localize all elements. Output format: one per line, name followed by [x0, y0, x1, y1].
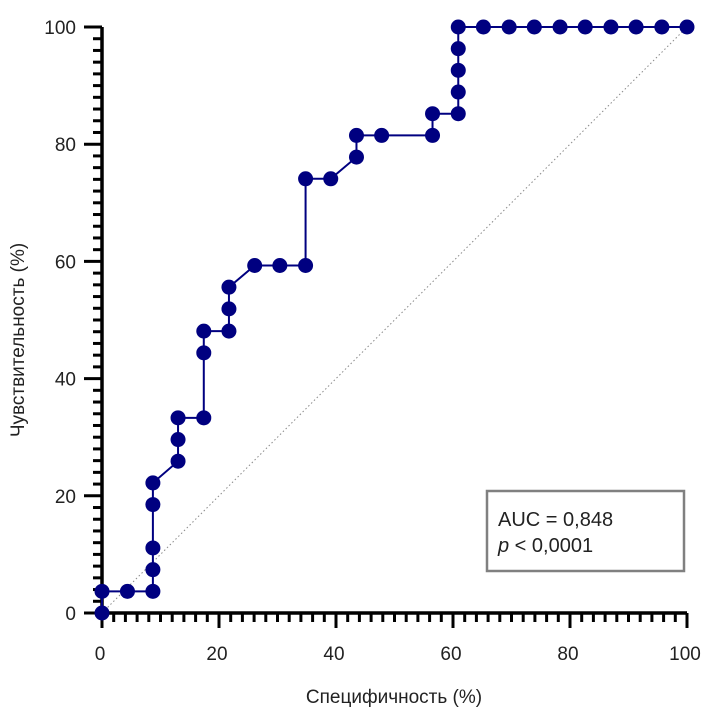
roc-data-point: [196, 323, 212, 339]
roc-data-point: [348, 149, 364, 165]
p-value-text: p < 0,0001: [497, 535, 593, 557]
roc-data-point: [526, 19, 542, 35]
roc-data-point: [170, 432, 186, 448]
y-tick-label: 0: [65, 604, 76, 625]
roc-data-point: [221, 301, 237, 317]
x-tick-label: 60: [440, 644, 461, 665]
roc-data-point: [450, 84, 466, 100]
roc-data-point: [348, 127, 364, 143]
roc-data-point: [603, 19, 619, 35]
y-axis-title: Чувствительность (%): [8, 243, 29, 437]
x-tick-label: 80: [557, 644, 578, 665]
roc-data-point: [94, 605, 110, 621]
roc-data-point: [221, 323, 237, 339]
roc-data-point: [425, 106, 441, 122]
roc-data-point: [298, 258, 314, 274]
auc-value-text: AUC = 0,848: [498, 509, 613, 531]
roc-data-point: [145, 497, 161, 513]
roc-data-point: [196, 410, 212, 426]
x-tick-label: 100: [669, 644, 701, 665]
roc-data-point: [450, 19, 466, 35]
roc-data-point: [374, 127, 390, 143]
roc-data-point: [170, 453, 186, 469]
roc-data-point: [272, 258, 288, 274]
roc-data-point: [145, 583, 161, 599]
roc-points: [94, 19, 695, 621]
roc-data-point: [323, 171, 339, 187]
roc-data-point: [475, 19, 491, 35]
x-tick-labels: 0 20 40 60 80 100: [95, 644, 701, 665]
roc-data-point: [145, 540, 161, 556]
x-tick-label: 20: [206, 644, 227, 665]
y-tick-label: 80: [55, 135, 76, 156]
roc-data-point: [145, 475, 161, 491]
x-axis-title: Специфичность (%): [306, 687, 482, 708]
y-tick-label: 20: [55, 487, 76, 508]
roc-data-point: [654, 19, 670, 35]
roc-data-point: [425, 127, 441, 143]
roc-data-point: [501, 19, 517, 35]
roc-data-point: [298, 171, 314, 187]
y-tick-label: 40: [55, 370, 76, 391]
p-value: < 0,0001: [509, 535, 593, 557]
roc-data-point: [679, 19, 695, 35]
y-tick-label: 100: [44, 18, 76, 39]
roc-data-point: [450, 106, 466, 122]
roc-data-point: [170, 410, 186, 426]
roc-data-point: [196, 345, 212, 361]
p-symbol: p: [497, 535, 509, 557]
roc-data-point: [119, 583, 135, 599]
roc-data-point: [628, 19, 644, 35]
x-tick-label: 0: [95, 644, 106, 665]
major-ticks: [84, 25, 689, 628]
roc-data-point: [450, 41, 466, 57]
y-tick-labels: 0 20 40 60 80 100: [44, 18, 76, 625]
roc-data-point: [145, 562, 161, 578]
roc-data-point: [221, 279, 237, 295]
roc-data-point: [247, 258, 263, 274]
x-tick-label: 40: [323, 644, 344, 665]
y-tick-label: 60: [55, 252, 76, 273]
roc-data-point: [552, 19, 568, 35]
annotation-border: [485, 489, 686, 573]
auc-annotation-box: AUC = 0,848 p < 0,0001: [485, 489, 686, 573]
roc-data-point: [94, 583, 110, 599]
roc-data-point: [450, 62, 466, 78]
roc-data-point: [577, 19, 593, 35]
